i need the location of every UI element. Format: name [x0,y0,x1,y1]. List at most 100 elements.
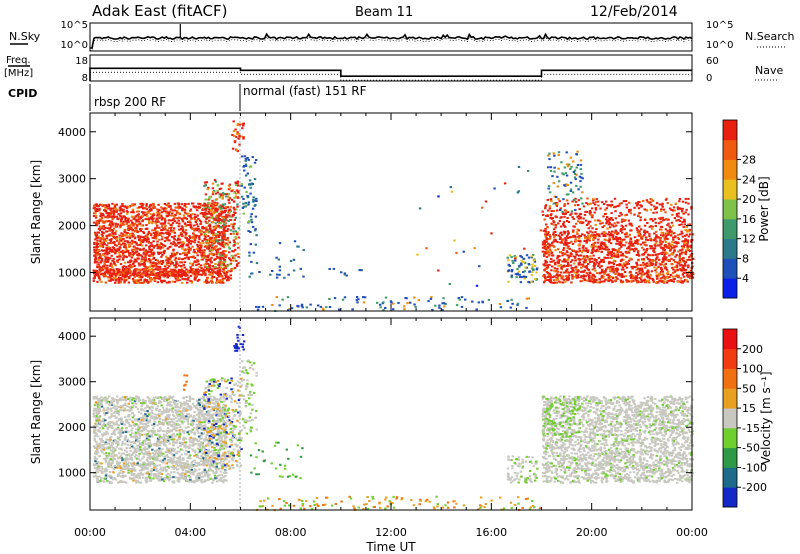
scatter-cell [177,202,180,205]
scatter-cell [173,209,177,212]
scatter-cell [104,249,107,252]
scatter-cell [643,243,646,246]
scatter-cell [579,159,583,162]
scatter-cell [637,214,640,217]
scatter-cell [241,207,245,209]
scatter-cell [594,208,598,211]
scatter-cell [597,204,600,207]
scatter-cell [157,203,160,206]
scatter-cell [639,228,643,231]
scatter-cell [530,280,533,283]
scatter-cell [171,219,175,222]
scatter-cell [645,244,648,247]
scatter-cell [193,250,196,253]
scatter-cell [460,296,464,299]
scatter-cell [115,244,118,247]
scatter-cell [681,240,684,243]
scatter-cell [663,280,666,283]
scatter-cell [219,266,223,269]
scatter-cell [566,254,569,257]
scatter-cell [164,231,168,234]
scatter-cell [142,239,145,242]
scatter-cell [161,246,165,249]
scatter-cell [133,279,136,282]
scatter-cell [621,226,625,228]
scatter-cell [226,243,229,246]
scatter-cell [608,268,611,271]
scatter-cell [616,277,619,280]
freq-left-tick-top: 18 [75,56,88,67]
scatter-cell [227,192,231,195]
scatter-cell [173,264,176,267]
scatter-cell [565,193,569,196]
scatter-cell [550,269,553,272]
scatter-cell [240,135,243,138]
scatter-cell [211,215,214,218]
scatter-cell [564,238,567,241]
scatter-cell [152,265,155,268]
scatter-cell [196,248,199,250]
scatter-cell [219,187,223,190]
scatter-cell [635,261,638,264]
scatter-cell [567,221,571,223]
scatter-cell [690,246,693,249]
scatter-cell [165,255,168,258]
scatter-cell [651,254,655,257]
scatter-cell [441,302,444,305]
scatter-cell [232,130,236,133]
scatter-cell [275,276,279,279]
scatter-cell [212,240,216,243]
scatter-cell [582,264,585,267]
scatter-cell [531,265,534,268]
scatter-cell [211,275,214,278]
scatter-cell [533,264,537,267]
scatter-cell [203,185,206,188]
scatter-cell [223,222,226,225]
scatter-cell [292,269,296,272]
scatter-cell [241,122,245,125]
scatter-cell [523,247,526,250]
scatter-cell [592,197,595,200]
scatter-cell [125,256,128,258]
scatter-cell [621,254,624,257]
scatter-cell [103,457,106,460]
scatter-cell [219,194,223,197]
scatter-cell [232,230,235,233]
scatter-cell [526,170,530,172]
scatter-cell [562,249,565,251]
scatter-cell [405,297,408,300]
y-tick-label: 3000 [58,173,86,186]
colorbar-tick-label: 16 [742,213,756,226]
scatter-cell [98,430,101,433]
scatter-cell [611,235,615,238]
scatter-cell [681,221,684,224]
scatter-cell [156,251,160,254]
scatter-cell [210,214,213,217]
scatter-cell [645,262,649,265]
colorbar-cell [723,218,737,240]
scatter-cell [553,170,556,173]
scatter-cell [147,230,151,233]
scatter-cell [199,244,202,247]
scatter-cell [608,221,611,224]
scatter-cell [566,279,569,282]
scatter-cell [243,169,246,172]
scatter-cell [160,260,163,263]
scatter-cell [567,276,570,279]
scatter-cell [438,306,441,309]
scatter-cell [196,214,199,217]
scatter-cell [121,271,125,274]
scatter-cell [133,237,137,240]
scatter-cell [216,208,219,211]
scatter-cell [275,256,278,259]
scatter-cell [208,265,211,267]
scatter-cell [191,272,195,275]
scatter-cell [678,280,682,283]
scatter-cell [555,276,558,279]
scatter-cell [559,216,562,219]
scatter-cell [196,243,199,246]
scatter-cell [159,233,162,236]
scatter-cell [642,248,646,251]
scatter-cell [619,230,622,233]
scatter-cell [208,249,212,252]
